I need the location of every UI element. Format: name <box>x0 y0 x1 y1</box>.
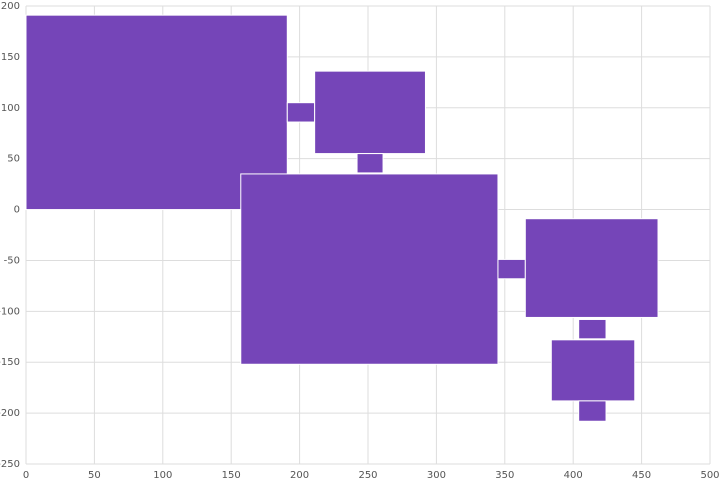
rectangle <box>286 102 316 123</box>
rectangle <box>550 339 636 402</box>
x-tick-label: 450 <box>632 470 651 481</box>
rectangle <box>578 318 607 340</box>
rectangle <box>356 153 384 174</box>
rectangle <box>524 218 659 318</box>
x-tick-label: 500 <box>700 470 719 481</box>
y-tick-label: 150 <box>1 52 20 63</box>
y-tick-label: -150 <box>0 357 20 368</box>
y-tick-label: 100 <box>1 103 20 114</box>
x-tick-label: 400 <box>564 470 583 481</box>
rectangle <box>578 400 607 422</box>
x-tick-label: 100 <box>153 470 172 481</box>
x-tick-label: 50 <box>88 470 101 481</box>
x-tick-label: 350 <box>495 470 514 481</box>
y-tick-label: -250 <box>0 459 20 470</box>
rectangle <box>314 70 426 155</box>
x-tick-label: 250 <box>358 470 377 481</box>
x-tick-label: 0 <box>23 470 29 481</box>
rectangle <box>240 173 499 365</box>
y-tick-label: 0 <box>14 205 20 216</box>
y-tick-label: -100 <box>0 306 20 317</box>
x-tick-label: 200 <box>290 470 309 481</box>
y-tick-label: 50 <box>7 154 20 165</box>
y-tick-label: 200 <box>1 1 20 12</box>
x-tick-label: 150 <box>222 470 241 481</box>
rectangle <box>497 258 526 280</box>
y-tick-label: -200 <box>0 408 20 419</box>
y-tick-label: -50 <box>4 255 20 266</box>
x-tick-label: 300 <box>427 470 446 481</box>
